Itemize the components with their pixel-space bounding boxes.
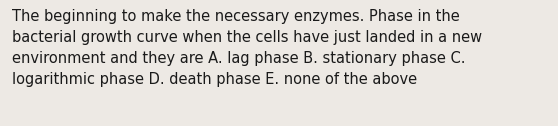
- Text: The beginning to make the necessary enzymes. Phase in the
bacterial growth curve: The beginning to make the necessary enzy…: [12, 9, 483, 87]
